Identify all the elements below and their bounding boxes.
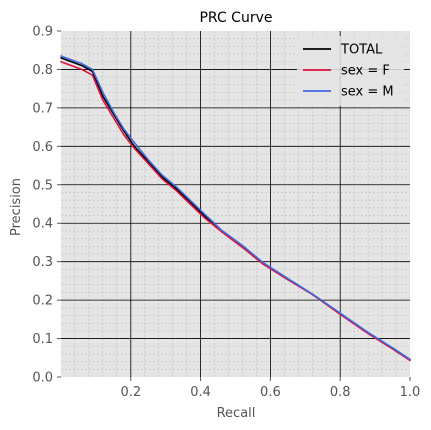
y-tick-label: 0.9 (32, 25, 53, 40)
x-tick-label: 0.2 (120, 385, 141, 400)
legend-label-1: sex = F (341, 64, 390, 79)
legend-label-0: TOTAL (340, 43, 383, 58)
y-tick-label: 0.7 (32, 101, 53, 116)
y-tick-label: 0.6 (32, 140, 53, 155)
y-tick-label: 0.3 (32, 255, 53, 270)
legend-label-2: sex = M (341, 85, 394, 100)
x-tick-label: 0.8 (330, 385, 351, 400)
x-tick-label: 1.0 (400, 385, 421, 400)
x-axis-label: Recall (217, 406, 256, 421)
legend-box (297, 36, 404, 106)
y-tick-label: 0.0 (32, 371, 53, 386)
x-tick-label: 0.6 (260, 385, 281, 400)
x-tick-label: 0.4 (190, 385, 211, 400)
chart-title: PRC Curve (199, 10, 272, 26)
y-tick-label: 0.2 (32, 294, 53, 309)
y-tick-label: 0.4 (32, 217, 53, 232)
legend: TOTAL sex = F sex = M (297, 36, 404, 106)
y-tick-label: 0.8 (32, 63, 53, 78)
series-line-2 (60, 55, 411, 361)
y-axis-label: Precision (9, 178, 24, 236)
y-tick-label: 0.1 (32, 332, 53, 347)
y-tick-label: 0.5 (32, 178, 53, 193)
